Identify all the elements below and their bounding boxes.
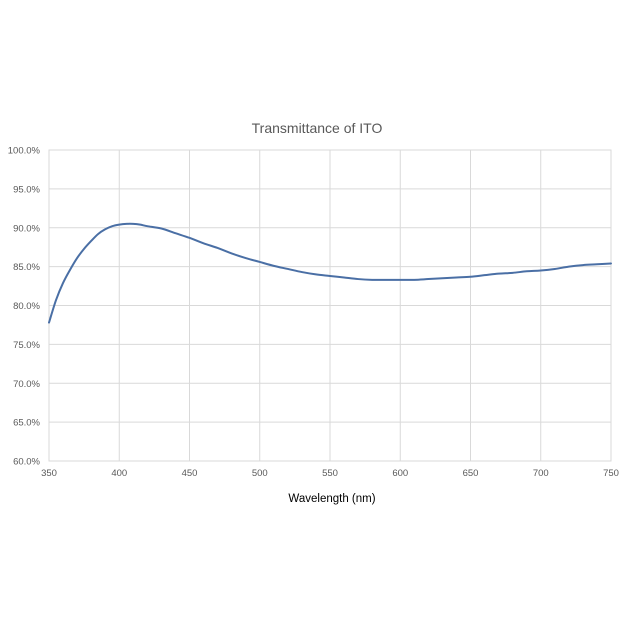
x-tick-label: 500	[252, 468, 268, 479]
series-group	[48, 222, 612, 324]
gridlines	[48, 149, 612, 462]
y-tick-label: 65.0%	[13, 418, 40, 429]
y-tick-label: 60.0%	[13, 457, 40, 468]
x-tick-label: 350	[41, 468, 57, 479]
x-tick-label: 400	[111, 468, 127, 479]
y-tick-label: 75.0%	[13, 340, 40, 351]
x-tick-label: 600	[392, 468, 408, 479]
plot-area-border	[48, 149, 612, 462]
y-tick-label: 80.0%	[13, 301, 40, 312]
y-tick-label: 85.0%	[13, 262, 40, 273]
y-axis-ticks: 60.0% 65.0% 70.0% 75.0% 80.0% 85.0% 90.0% 95.0%…	[8, 146, 41, 468]
y-tick-label: 95.0%	[13, 184, 40, 195]
x-tick-label: 650	[463, 468, 479, 479]
x-axis-title: Wavelength (nm)	[288, 493, 375, 505]
x-axis-ticks: 350 400 450 500 550 600 650 700 750	[41, 468, 619, 479]
series-line-0	[48, 222, 612, 324]
y-tick-label: 70.0%	[13, 379, 40, 390]
y-tick-label: 90.0%	[13, 223, 40, 234]
x-tick-label: 750	[603, 468, 619, 479]
y-tick-label: 100.0%	[8, 146, 41, 157]
x-tick-label: 550	[322, 468, 338, 479]
x-tick-label: 700	[533, 468, 549, 479]
x-tick-label: 450	[182, 468, 198, 479]
chart-title: Transmittance of ITO	[252, 120, 383, 136]
